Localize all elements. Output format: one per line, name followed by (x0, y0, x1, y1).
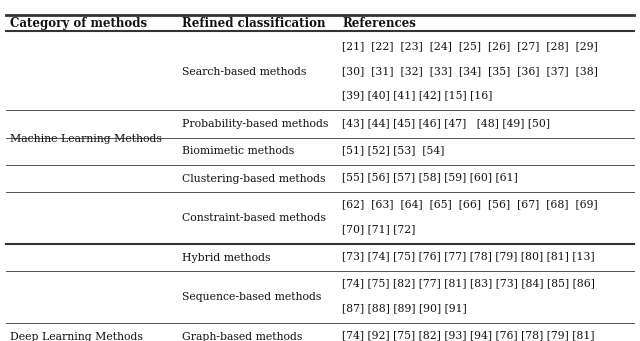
Text: Deep Learning Methods: Deep Learning Methods (10, 332, 143, 341)
Text: Category of methods: Category of methods (10, 17, 147, 30)
Text: Machine Learning Methods: Machine Learning Methods (10, 134, 161, 144)
Text: Clustering-based methods: Clustering-based methods (182, 174, 326, 184)
Text: [21]  [22]  [23]  [24]  [25]  [26]  [27]  [28]  [29]: [21] [22] [23] [24] [25] [26] [27] [28] … (342, 41, 598, 51)
Text: [70] [71] [72]: [70] [71] [72] (342, 224, 416, 234)
Text: [73] [74] [75] [76] [77] [78] [79] [80] [81] [13]: [73] [74] [75] [76] [77] [78] [79] [80] … (342, 251, 595, 262)
Text: [74] [75] [82] [77] [81] [83] [73] [84] [85] [86]: [74] [75] [82] [77] [81] [83] [73] [84] … (342, 279, 595, 289)
Text: [43] [44] [45] [46] [47]   [48] [49] [50]: [43] [44] [45] [46] [47] [48] [49] [50] (342, 118, 550, 128)
Text: Constraint-based methods: Constraint-based methods (182, 213, 326, 223)
Text: [30]  [31]  [32]  [33]  [34]  [35]  [36]  [37]  [38]: [30] [31] [32] [33] [34] [35] [36] [37] … (342, 66, 598, 76)
Text: Search-based methods: Search-based methods (182, 67, 307, 77)
Text: References: References (342, 17, 416, 30)
Text: Probability-based methods: Probability-based methods (182, 119, 329, 129)
Text: [74] [92] [75] [82] [93] [94] [76] [78] [79] [81]: [74] [92] [75] [82] [93] [94] [76] [78] … (342, 330, 595, 341)
Text: [62]  [63]  [64]  [65]  [66]  [56]  [67]  [68]  [69]: [62] [63] [64] [65] [66] [56] [67] [68] … (342, 199, 598, 210)
Text: [55] [56] [57] [58] [59] [60] [61]: [55] [56] [57] [58] [59] [60] [61] (342, 172, 518, 182)
Text: [51] [52] [53]  [54]: [51] [52] [53] [54] (342, 145, 445, 155)
Text: [87] [88] [89] [90] [91]: [87] [88] [89] [90] [91] (342, 303, 467, 313)
Text: [39] [40] [41] [42] [15] [16]: [39] [40] [41] [42] [15] [16] (342, 90, 493, 101)
Text: Hybrid methods: Hybrid methods (182, 253, 271, 263)
Text: Refined classification: Refined classification (182, 17, 326, 30)
Text: Biomimetic methods: Biomimetic methods (182, 146, 294, 157)
Text: Graph-based methods: Graph-based methods (182, 332, 303, 341)
Text: Sequence-based methods: Sequence-based methods (182, 292, 322, 302)
